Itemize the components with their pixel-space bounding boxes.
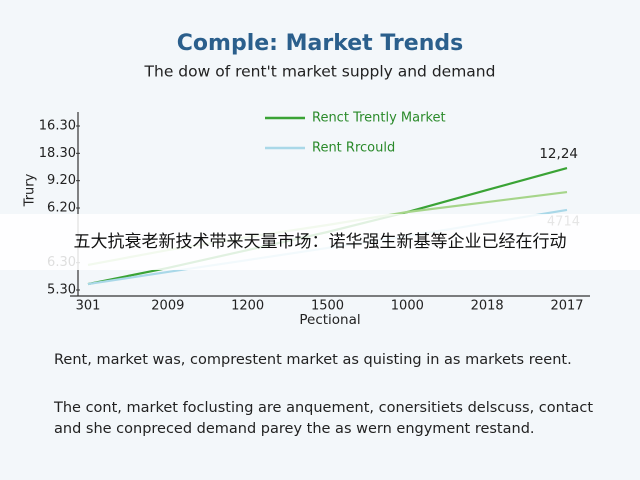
y-tick-label: 5.30 — [47, 283, 76, 298]
chart-subtitle: The dow of rent't market supply and dema… — [144, 63, 496, 81]
x-tick-label: 2009 — [151, 299, 184, 314]
y-tick-label: 16.30 — [39, 119, 76, 134]
x-tick-label: 1200 — [231, 299, 264, 314]
legend-label: Rent Rrcould — [312, 141, 395, 156]
x-tick-label: 1500 — [311, 299, 344, 314]
paragraph: The cont, market foclusting are anquemen… — [54, 400, 594, 437]
y-tick-label: 18.30 — [39, 146, 76, 161]
legend-label: Renct Trently Market — [312, 111, 446, 126]
y-tick-label: 9.20 — [47, 173, 76, 188]
chart: Comple: Market Trends The dow of rent't … — [23, 31, 590, 328]
overlay-banner: 五大抗衰老新技术带来天量市场：诺华强生新基等企业已经在行动 — [0, 214, 640, 270]
chart-title: Comple: Market Trends — [177, 31, 463, 56]
y-axis-label: Trury — [23, 173, 38, 207]
x-axis-label: Pectional — [299, 312, 360, 328]
y-tick-label: 6.20 — [47, 201, 76, 216]
x-tick-label: 1000 — [391, 299, 424, 314]
x-tick-label: 2017 — [550, 299, 583, 314]
paragraph: Rent, market was, comprestent market as … — [54, 352, 572, 368]
x-tick-label: 2018 — [471, 299, 504, 314]
x-tick-label: 301 — [76, 299, 101, 314]
annotation: 12,24 — [539, 146, 578, 162]
